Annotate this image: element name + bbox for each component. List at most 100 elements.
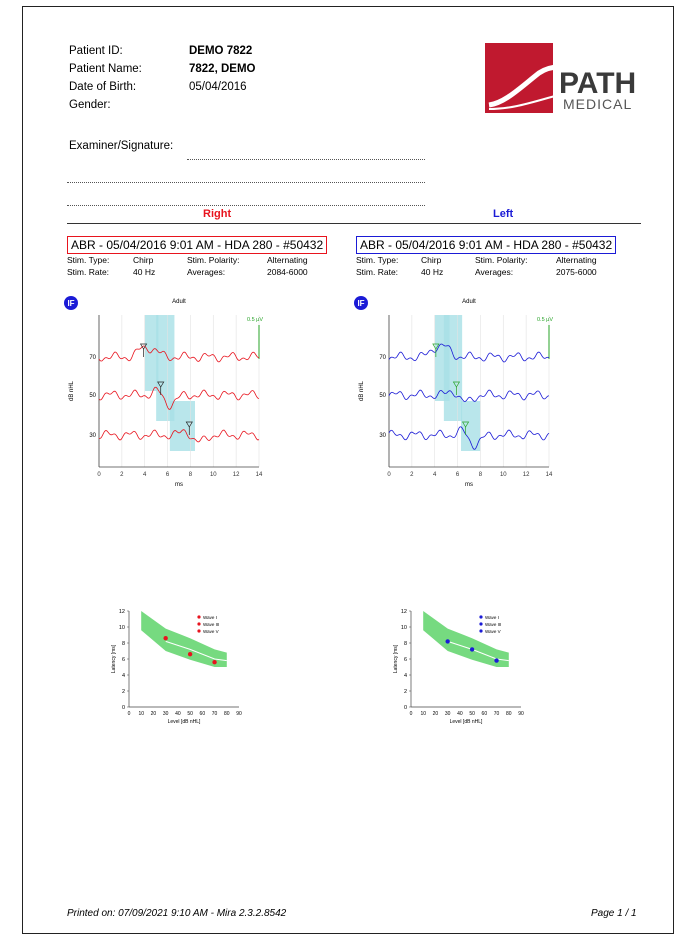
patient-id-label: Patient ID: [69,45,123,57]
logo-word-medical: MEDICAL [563,96,632,112]
latency-point [212,660,217,665]
level-label: 50 [89,393,96,399]
right-heading: Right [203,208,232,220]
x-tick-label: 50 [469,711,475,717]
x-tick-label: 50 [187,711,193,717]
waveform-trace [98,345,260,363]
svg-text:IF: IF [357,299,364,308]
x-tick-label: 8 [189,472,193,478]
x-tick-label: 8 [479,472,483,478]
waveform-trace [98,429,260,443]
x-tick-label: 80 [506,711,512,717]
y-tick-label: 6 [404,657,407,663]
x-tick-label: 70 [494,711,500,717]
examiner-label: Examiner/Signature: [69,140,174,152]
heading-rule [67,223,641,224]
y-tick-label: 10 [119,625,125,631]
x-tick-label: 4 [433,472,437,478]
left-heading: Left [493,208,514,220]
left-averages: 2075-6000 [556,267,597,277]
x-tick-label: 0 [410,711,413,717]
right-polarity-label: Stim. Polarity: [187,255,240,265]
left-record-box: ABR - 05/04/2016 9:01 AM - HDA 280 - #50… [356,236,617,254]
level-label: 30 [89,433,96,439]
x-tick-label: 10 [420,711,426,717]
y-axis-label: Latency [ms] [111,644,117,673]
report-page: Patient ID: DEMO 7822 Patient Name: 7822… [22,6,674,934]
x-axis-label: Level [dB nHL] [450,719,483,725]
y-tick-label: 12 [119,609,125,615]
legend-label: Wave V [203,629,219,634]
x-tick-label: 14 [256,472,263,478]
y-axis-label: dB nHL [359,380,365,401]
x-tick-label: 60 [482,711,488,717]
path-medical-logo: PATH MEDICAL [485,43,645,113]
patient-name-value: 7822, DEMO [189,63,256,75]
x-tick-label: 90 [518,711,524,717]
right-averages: 2084-6000 [267,267,308,277]
latency-point [445,639,450,644]
latency-point [494,658,499,663]
level-label: 70 [89,355,96,361]
x-tick-label: 4 [143,472,147,478]
scale-label: 0.5 µV [537,317,553,323]
right-rate: 40 Hz [133,267,156,277]
wave-v-marker [461,421,470,435]
level-label: 70 [379,355,386,361]
legend-label: Wave I [203,615,217,620]
response-window [169,401,195,451]
legend-label: Wave III [203,622,219,627]
dob-value: 05/04/2016 [189,81,247,93]
scale-label: 0.5 µV [247,317,263,323]
x-tick-label: 0 [387,472,391,478]
x-tick-label: 2 [410,472,414,478]
plot-title: Adult [462,299,476,305]
x-tick-label: 90 [236,711,242,717]
x-tick-label: 2 [120,472,124,478]
normative-median [165,640,227,662]
legend-label: Wave I [485,615,499,620]
x-tick-label: 30 [163,711,169,717]
x-tick-label: 6 [456,472,460,478]
y-axis-label: dB nHL [69,380,75,401]
x-axis-label: ms [175,482,183,488]
normative-band [141,611,227,667]
right-record-box: ABR - 05/04/2016 9:01 AM - HDA 280 - #50… [67,236,328,254]
x-tick-label: 40 [457,711,463,717]
notes-line-1 [67,182,425,183]
y-tick-label: 12 [401,609,407,615]
y-axis-label: Latency [ms] [393,644,399,673]
y-tick-label: 4 [404,673,407,679]
patient-name-label: Patient Name: [69,63,142,75]
latency-point [469,647,475,652]
x-tick-label: 30 [445,711,451,717]
y-tick-label: 2 [404,689,407,695]
legend-marker [479,622,483,626]
waveform-trace [388,389,550,403]
left-latency-plot: 0 2 4 6 8 10 12 0 10 20 30 40 50 60 70 80 90 Level [dB nH… [389,603,529,731]
left-polarity: Alternating [556,255,597,265]
waveform-trace [388,343,550,363]
right-averages-label: Averages: [187,267,226,277]
left-waveform-plot: IF Adult 0 2 4 6 8 10 12 14 ms dB nHL 0.5 µV 70 50 30 [353,291,563,491]
legend-marker [197,615,201,619]
right-polarity: Alternating [267,255,308,265]
y-tick-label: 8 [122,641,125,647]
right-rate-label: Stim. Rate: [67,267,110,277]
y-tick-label: 0 [122,705,125,711]
x-tick-label: 12 [233,472,240,478]
x-tick-label: 20 [151,711,157,717]
patient-id-value: DEMO 7822 [189,45,253,57]
left-rate-label: Stim. Rate: [356,267,399,277]
wave-v-marker [157,381,165,395]
legend-label: Wave V [485,629,501,634]
level-label: 30 [379,433,386,439]
waveform-trace [98,386,260,410]
y-tick-label: 0 [404,705,407,711]
y-tick-label: 10 [401,625,407,631]
wave-v-marker [452,381,461,395]
x-tick-label: 60 [200,711,206,717]
response-window [144,315,159,391]
x-axis-label: ms [465,482,473,488]
normative-band [423,611,509,667]
